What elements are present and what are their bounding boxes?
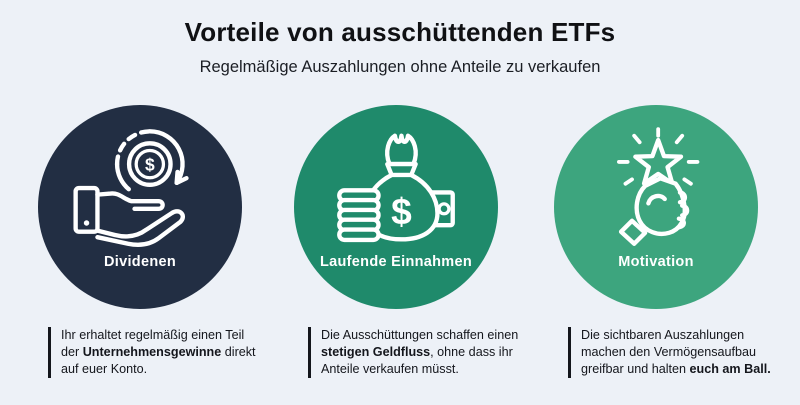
star-in-hand-icon [617,127,700,246]
page-title: Vorteile von ausschüttenden ETFs [184,17,616,47]
benefit-label-motivation: Motivation [618,254,694,270]
desc-text-bold: euch am Ball. [689,362,771,376]
page-subtitle: Regelmäßige Auszahlungen ohne Anteile zu… [199,58,601,76]
desc-text-bold: Unternehmensgewinne [82,345,222,359]
money-bag-icon: $ [337,133,455,243]
desc-text: direkt auf euer Konto. [61,345,256,376]
desc-text: , ohne dass ihr Anteile verkaufen müsst. [321,345,513,376]
benefit-circle-dividends: $ Dividenen [38,105,242,309]
benefit-label-income: Laufende Einnahmen [319,254,473,270]
desc-text: Ihr erhaltet regelmäßig einen Teil der [61,328,245,359]
hand-coin-cycle-icon: $ [73,129,189,247]
benefit-circle-income: $ Laufende Einnahmen [294,105,498,309]
desc-text-bold: stetigen Geldfluss [321,345,431,359]
desc-text: Die sichtbaren Auszahlungen machen den V… [581,328,757,376]
benefit-circle-motivation: Motivation [554,105,758,309]
benefit-description-motivation: Die sichtbaren Auszahlungen machen den V… [568,327,781,378]
benefit-label-dividends: Dividenen [104,254,176,270]
dollar-glyph: $ [145,155,155,175]
dollar-glyph: $ [391,190,412,232]
desc-text: Die Ausschüttungen schaffen einen [321,328,519,342]
benefit-description-income: Die Ausschüttungen schaffen einen stetig… [308,327,521,378]
benefit-description-dividends: Ihr erhaltet regelmäßig einen Teil der U… [48,327,261,378]
